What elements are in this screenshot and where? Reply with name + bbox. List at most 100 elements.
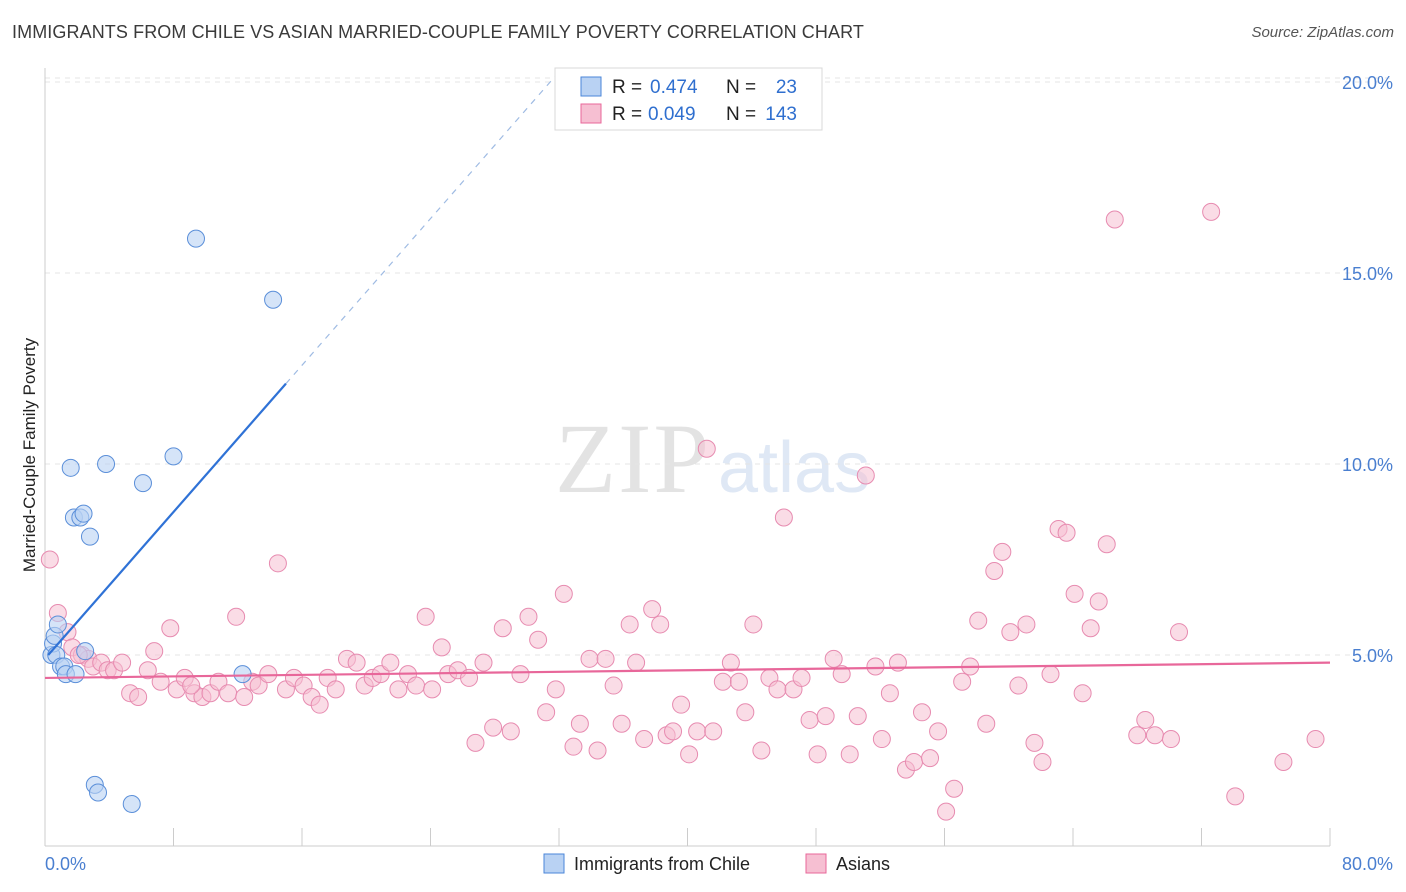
- chile-points: [42, 229, 283, 813]
- asians-point: [921, 749, 940, 768]
- asians-point: [529, 630, 548, 649]
- chile-point: [233, 665, 252, 684]
- watermark-atlas: atlas: [718, 428, 870, 508]
- x-tick-labels: 0.0% 80.0%: [45, 854, 1393, 874]
- legend-r-value-asians: 0.049: [648, 104, 696, 125]
- y-tick-label: 15.0%: [1342, 264, 1393, 284]
- gridlines: [45, 77, 1395, 656]
- watermark: ZIP atlas: [555, 403, 870, 514]
- asians-point: [688, 722, 707, 741]
- asians-point: [570, 714, 589, 733]
- legend-n-label-asians: N =: [726, 104, 756, 125]
- asians-point: [1089, 592, 1108, 611]
- asians-point: [721, 653, 740, 672]
- chile-point: [80, 527, 99, 546]
- chile-point: [74, 504, 93, 523]
- asians-point: [774, 508, 793, 527]
- asians-point: [1009, 676, 1028, 695]
- asians-point: [537, 703, 556, 722]
- asians-point: [554, 584, 573, 603]
- asians-point: [484, 718, 503, 737]
- asians-point: [945, 779, 964, 798]
- asians-point: [736, 703, 755, 722]
- asians-point: [129, 688, 148, 707]
- asians-point: [752, 741, 771, 760]
- chile-trend-extension: [285, 71, 560, 385]
- asians-point: [880, 684, 899, 703]
- asians-point: [138, 661, 157, 680]
- asians-point: [182, 676, 201, 695]
- asians-point: [474, 653, 493, 672]
- asians-point: [977, 714, 996, 733]
- asians-point: [161, 619, 180, 638]
- asians-point: [1097, 535, 1116, 554]
- asians-point: [1105, 210, 1124, 229]
- asians-point: [1136, 710, 1155, 729]
- bottom-legend-swatch-asians: [805, 853, 827, 874]
- asians-point: [493, 619, 512, 638]
- asians-point: [1128, 726, 1147, 745]
- asians-point: [564, 737, 583, 756]
- asians-point: [501, 722, 520, 741]
- legend-n-label-chile: N =: [726, 77, 756, 98]
- asians-point: [866, 657, 885, 676]
- chile-point: [89, 783, 108, 802]
- asians-point: [729, 672, 748, 691]
- asians-point: [848, 707, 867, 726]
- trend-lines: [44, 71, 1331, 680]
- asians-point: [1057, 523, 1076, 542]
- asians-point: [511, 665, 530, 684]
- asians-point: [113, 653, 132, 672]
- asians-point: [808, 745, 827, 764]
- asians-point: [416, 607, 435, 626]
- asians-point: [929, 722, 948, 741]
- asians-point: [1001, 623, 1020, 642]
- chile-point: [133, 474, 152, 493]
- asians-point: [697, 439, 716, 458]
- asians-point: [704, 722, 723, 741]
- asians-point: [620, 615, 639, 634]
- asians-point: [985, 561, 1004, 580]
- asians-point: [381, 653, 400, 672]
- asians-point: [768, 680, 787, 699]
- asians-point: [993, 542, 1012, 561]
- asians-point: [672, 695, 691, 714]
- asians-point: [635, 730, 654, 749]
- chile-point: [186, 229, 205, 248]
- bottom-legend-swatch-chile: [543, 853, 565, 874]
- asians-point: [209, 672, 228, 691]
- asians-point: [680, 745, 699, 764]
- asians-point: [1202, 202, 1221, 221]
- asians-point: [664, 722, 683, 741]
- asians-point: [1081, 619, 1100, 638]
- y-tick-label: 5.0%: [1352, 646, 1393, 666]
- y-axis-title: Married-Couple Family Poverty: [20, 337, 39, 572]
- asians-point: [596, 649, 615, 668]
- asians-point: [856, 466, 875, 485]
- asians-point: [816, 707, 835, 726]
- y-tick-labels: 5.0% 10.0% 15.0% 20.0%: [1342, 73, 1393, 666]
- asians-point: [713, 672, 732, 691]
- chile-point: [76, 642, 95, 661]
- asians-point: [643, 600, 662, 619]
- asians-point: [466, 733, 485, 752]
- asians-point: [1161, 730, 1180, 749]
- asians-point: [423, 680, 442, 699]
- asians-point: [604, 676, 623, 695]
- legend-swatch-asians: [580, 103, 602, 124]
- asians-point: [310, 695, 329, 714]
- x-tick-label: 80.0%: [1342, 854, 1393, 874]
- asians-point: [840, 745, 859, 764]
- series-legend: Immigrants from Chile Asians: [543, 853, 890, 874]
- legend-r-label-chile: R =: [612, 77, 642, 98]
- asians-point: [1017, 615, 1036, 634]
- asians-point: [969, 611, 988, 630]
- asians-point: [1274, 752, 1293, 771]
- asians-point: [872, 730, 891, 749]
- asians-point: [1306, 730, 1325, 749]
- asians-point: [1073, 684, 1092, 703]
- asians-point: [580, 649, 599, 668]
- asians-point: [832, 665, 851, 684]
- legend-swatch-chile: [580, 76, 602, 97]
- asians-point: [1033, 752, 1052, 771]
